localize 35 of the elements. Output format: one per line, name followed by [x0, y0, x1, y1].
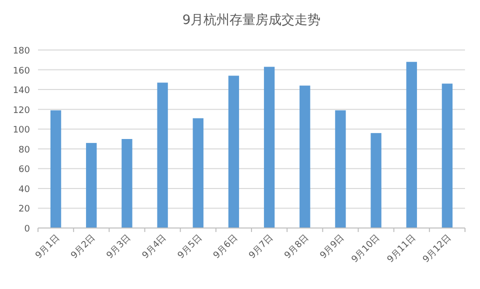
bar [264, 66, 275, 228]
bar [122, 139, 132, 228]
y-tick-label: 40 [18, 184, 30, 195]
y-tick-label: 140 [12, 86, 30, 96]
y-tick-label: 80 [18, 145, 30, 156]
y-tick-label: 60 [18, 165, 30, 176]
y-tick-label: 180 [12, 46, 30, 56]
y-tick-label: 120 [12, 106, 30, 116]
bar [192, 118, 204, 228]
bar [442, 84, 453, 228]
bar [335, 110, 346, 228]
bar [157, 82, 168, 228]
bar [406, 62, 417, 228]
bar [50, 110, 62, 228]
x-tick-label: 9月12日 [421, 233, 454, 266]
y-tick-label: 160 [12, 66, 30, 76]
x-tick-label: 9月2日 [70, 233, 98, 261]
bar [370, 133, 382, 228]
y-tick-label: 100 [12, 126, 30, 136]
x-tick-label: 9月5日 [176, 233, 204, 261]
x-tick-label: 9月9日 [318, 233, 347, 261]
x-tick-label: 9月3日 [105, 233, 134, 261]
x-tick-label: 9月8日 [283, 233, 311, 261]
x-tick-label: 9月1日 [34, 233, 62, 261]
bar [86, 142, 97, 228]
x-tick-label: 9月7日 [248, 233, 276, 261]
x-tick-label: 9月4日 [140, 233, 169, 261]
x-tick-label: 9月10日 [350, 233, 382, 266]
bar [300, 86, 310, 228]
title: 9月杭州存量房成交走势 [182, 13, 321, 28]
y-tick-label: 20 [18, 204, 30, 215]
x-tick-label: 9月6日 [212, 233, 240, 261]
y-tick-label: 0 [24, 224, 30, 234]
bar [228, 76, 240, 228]
x-tick-label: 9月11日 [386, 233, 418, 266]
